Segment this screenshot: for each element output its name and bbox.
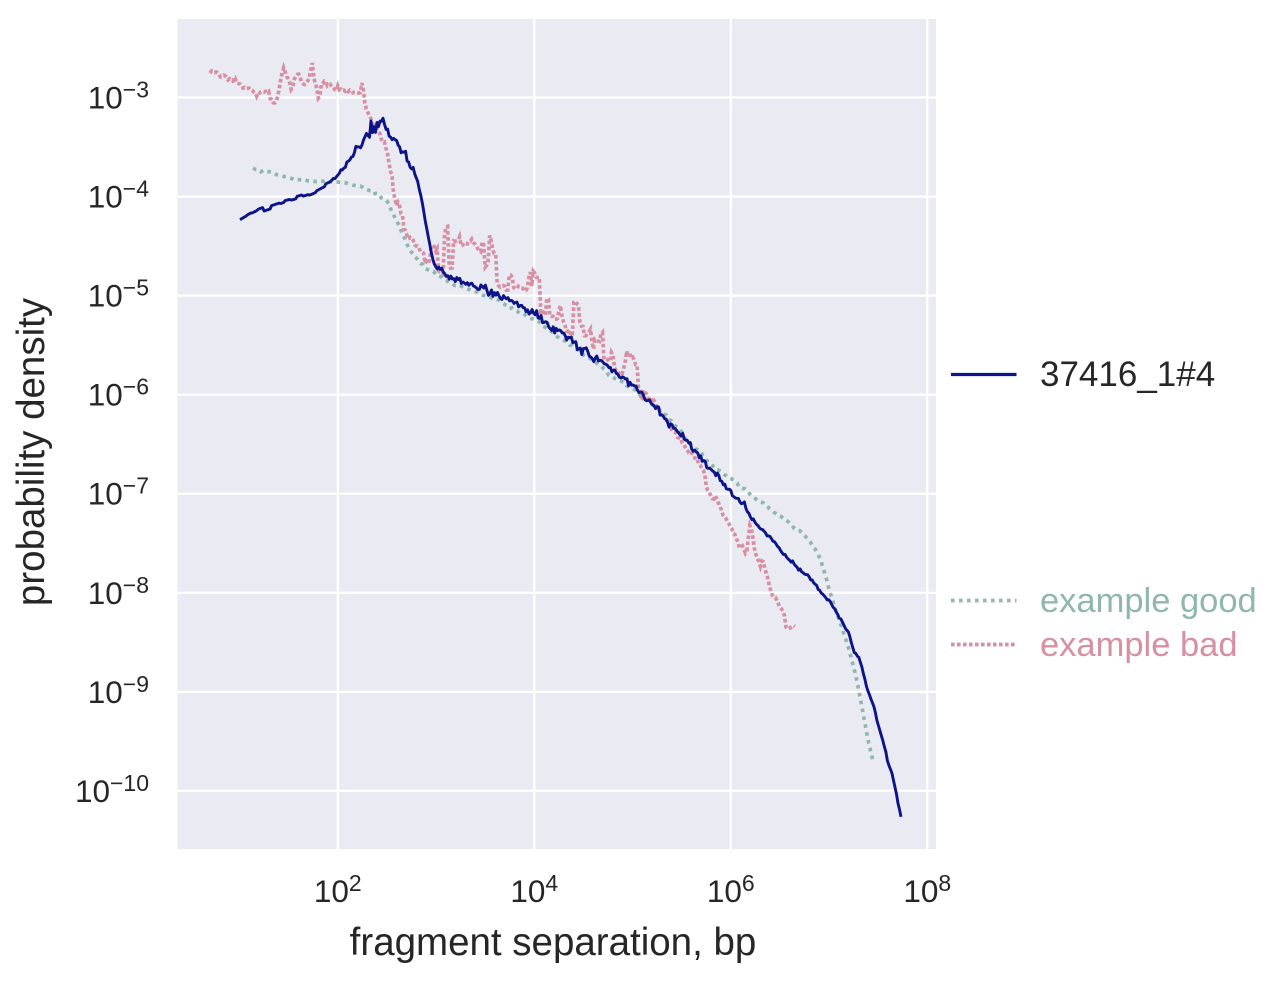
svg-text:example bad: example bad [1040, 626, 1238, 664]
svg-text:104: 104 [510, 870, 558, 909]
svg-text:37416_1#4: 37416_1#4 [1040, 355, 1215, 394]
svg-text:probability density: probability density [10, 297, 53, 606]
svg-text:102: 102 [314, 870, 362, 909]
svg-text:10−6: 10−6 [88, 374, 149, 413]
svg-text:example good: example good [1040, 582, 1257, 620]
svg-text:fragment separation, bp: fragment separation, bp [350, 921, 757, 964]
svg-text:10−5: 10−5 [88, 275, 149, 314]
